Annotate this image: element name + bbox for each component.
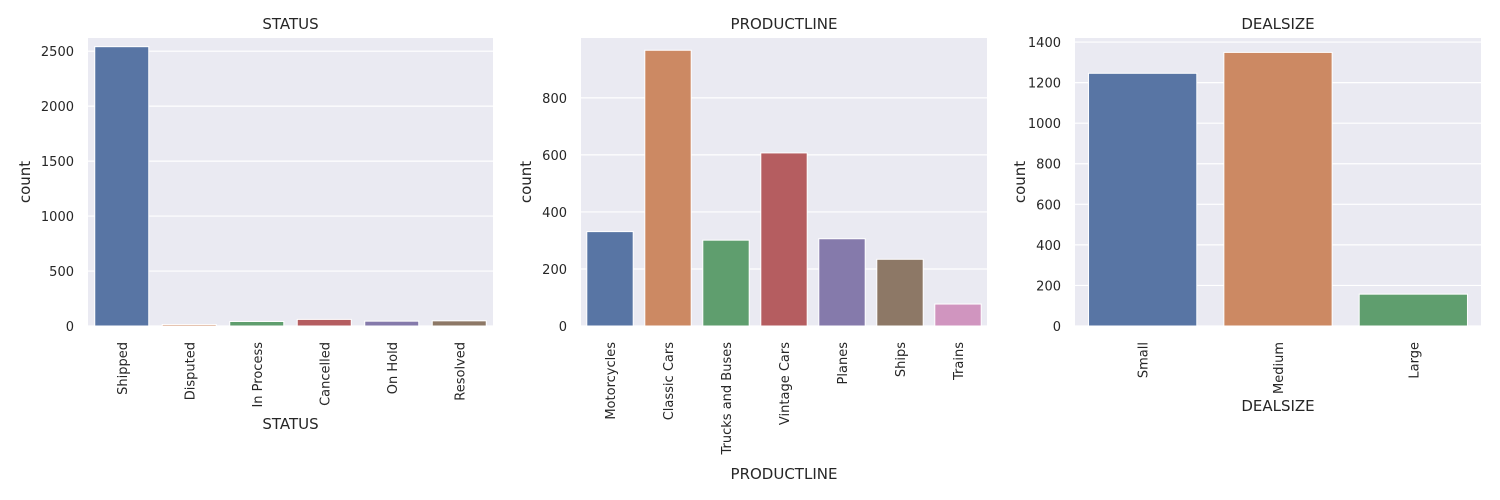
x-tick-label: In Process [251, 342, 266, 408]
x-tick-label: Vintage Cars [778, 342, 793, 425]
y-tick-label: 1000 [41, 210, 74, 225]
x-axis-label: DEALSIZE [1241, 397, 1314, 415]
chart-panel-productline: 0 200 400 600 800 Motorcycles Classic Cars Truc… [517, 15, 987, 483]
y-tick-label: 1500 [41, 155, 74, 170]
x-tick-label: On Hold [386, 342, 401, 394]
bar-trucks-and-buses [702, 239, 750, 327]
y-axis-label: count [517, 161, 535, 203]
bar-resolved [431, 320, 487, 327]
bar-large [1358, 293, 1468, 327]
x-tick-label: Medium [1272, 342, 1287, 394]
y-tick-label: 0 [559, 320, 567, 335]
y-tick-label: 800 [542, 92, 567, 107]
chart-title: PRODUCTLINE [731, 15, 838, 33]
x-tick-label: Ships [894, 342, 909, 377]
y-tick-label: 1000 [1028, 117, 1061, 132]
y-tick-label: 600 [1036, 198, 1061, 213]
y-tick-label: 200 [542, 263, 567, 278]
plot-area [88, 38, 493, 326]
x-tick-label: Trucks and Buses [720, 342, 735, 456]
bar-disputed [161, 323, 217, 327]
y-tick-label: 600 [542, 149, 567, 164]
x-axis-label: STATUS [262, 415, 318, 433]
x-tick-label: Disputed [183, 342, 198, 400]
x-tick-label: Planes [836, 342, 851, 385]
bar-cancelled [296, 318, 352, 327]
x-tick-label: Small [1137, 342, 1152, 378]
y-tick-label: 1200 [1028, 77, 1061, 92]
bar-shipped [94, 46, 150, 327]
bar-classic-cars [644, 49, 692, 327]
x-tick-label: Shipped [116, 342, 131, 395]
x-tick-label: Resolved [453, 342, 468, 401]
bar-medium [1223, 51, 1333, 327]
y-tick-label: 800 [1036, 158, 1061, 173]
y-tick-label: 500 [49, 265, 74, 280]
y-tick-label: 400 [1036, 239, 1061, 254]
bar-planes [818, 238, 866, 327]
bar-ships [876, 258, 924, 327]
chart-title: STATUS [262, 15, 318, 33]
y-tick-label: 2500 [41, 45, 74, 60]
x-tick-label: Classic Cars [662, 342, 677, 420]
y-axis-label: count [16, 161, 34, 203]
y-tick-label: 2000 [41, 100, 74, 115]
chart-panel-status: 0 500 1000 1500 2000 2500 Shipped Disputed In Pr… [16, 15, 493, 433]
chart-panel-dealsize: 0 200 400 600 800 1000 1200 1400 Small Medium Larg… [1011, 15, 1481, 415]
x-tick-label: Motorcycles [604, 342, 619, 420]
y-axis-label: count [1011, 161, 1029, 203]
x-tick-label: Large [1407, 342, 1422, 379]
y-tick-label: 0 [1053, 320, 1061, 335]
x-tick-label: Trains [952, 342, 967, 381]
y-tick-label: 1400 [1028, 36, 1061, 51]
y-tick-label: 200 [1036, 279, 1061, 294]
bar-motorcycles [586, 231, 634, 327]
bar-on-hold [364, 320, 420, 327]
bar-vintage-cars [760, 152, 808, 327]
y-tick-label: 0 [66, 320, 74, 335]
bar-in-process [229, 320, 285, 327]
bar-trains [934, 303, 982, 327]
x-tick-label: Cancelled [318, 342, 333, 406]
bar-small [1088, 72, 1198, 327]
x-axis-label: PRODUCTLINE [731, 465, 838, 483]
y-tick-label: 400 [542, 206, 567, 221]
chart-title: DEALSIZE [1241, 15, 1314, 33]
